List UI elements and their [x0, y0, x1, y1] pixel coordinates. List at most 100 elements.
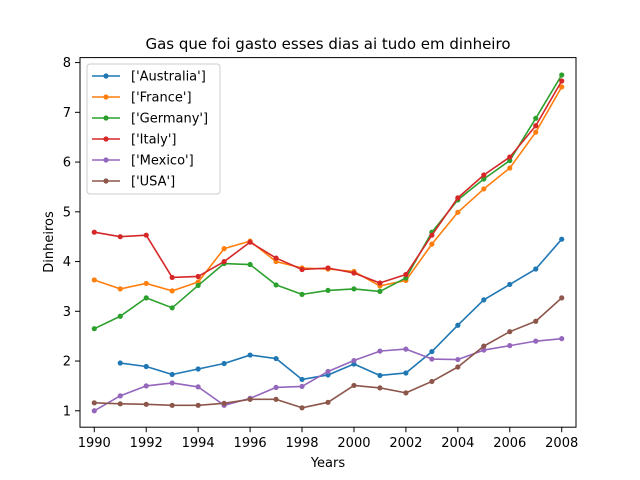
data-point: [429, 241, 435, 247]
data-point: [533, 115, 539, 121]
data-point: [455, 195, 461, 201]
legend: ['Australia'] ['France'] ['Germany'] ['Ital…: [86, 63, 221, 195]
x-tick-label: 1992: [130, 436, 163, 451]
data-point: [169, 274, 175, 281]
legend-marker: [103, 136, 109, 142]
data-point: [507, 343, 513, 349]
data-point: [247, 396, 253, 402]
chart-title: Gas que foi gasto esses dias ai tudo em …: [145, 35, 510, 53]
data-point: [455, 356, 461, 363]
data-point: [91, 326, 97, 332]
data-point: [429, 232, 435, 238]
legend-marker: [103, 94, 109, 100]
data-point: [273, 384, 279, 391]
data-point: [299, 266, 305, 273]
data-point: [195, 282, 201, 289]
legend-label: ['Italy']: [131, 133, 177, 148]
data-point: [507, 154, 513, 160]
data-point: [403, 370, 409, 376]
data-point: [481, 172, 487, 178]
data-point: [117, 313, 123, 319]
data-point: [559, 236, 565, 242]
data-point: [481, 347, 487, 353]
data-point: [377, 288, 383, 294]
data-point: [507, 165, 513, 171]
data-point: [325, 399, 331, 405]
data-point: [221, 400, 227, 406]
data-point: [481, 186, 487, 192]
data-point: [117, 360, 123, 366]
legend-label: ['Germany']: [131, 112, 208, 127]
y-tick-label: 6: [63, 156, 71, 171]
data-point: [559, 84, 565, 90]
data-point: [533, 338, 539, 344]
series-group: [117, 236, 565, 383]
series-group: [91, 72, 565, 332]
y-tick-label: 7: [63, 106, 71, 121]
data-point: [195, 273, 201, 280]
x-tick-label: 2004: [441, 436, 474, 451]
x-tick-label: 1990: [78, 436, 111, 451]
data-point: [169, 371, 175, 378]
data-point: [533, 318, 539, 324]
x-axis-title: Years: [310, 456, 346, 471]
data-point: [325, 368, 331, 375]
x-tick-label: 2000: [337, 436, 370, 451]
data-point: [195, 402, 201, 408]
series-line: [120, 238, 563, 381]
data-point: [325, 265, 331, 271]
series-group: [91, 78, 565, 286]
data-point: [299, 291, 305, 297]
data-point: [429, 378, 435, 385]
data-point: [221, 360, 227, 367]
data-point: [273, 255, 279, 261]
plot-frame: [79, 57, 577, 428]
data-point: [429, 348, 435, 355]
data-point: [403, 271, 409, 278]
y-tick-label: 8: [63, 56, 71, 71]
legend-marker: [103, 157, 109, 163]
data-point: [117, 286, 123, 292]
plot-lines: [91, 72, 565, 414]
data-point: [455, 209, 461, 215]
legend-marker: [103, 178, 109, 184]
data-point: [117, 234, 123, 240]
data-point: [559, 78, 565, 84]
data-point: [481, 343, 487, 349]
x-tick-label: 1996: [234, 436, 267, 451]
legend-label: ['France']: [131, 91, 192, 106]
axis-ticks: 1990 1992 1994 1996 1998 2000 2002 2004 2006 2008…: [63, 56, 579, 451]
data-point: [481, 176, 487, 182]
data-point: [299, 405, 305, 411]
data-point: [91, 400, 97, 406]
data-point: [559, 295, 565, 301]
data-point: [169, 305, 175, 311]
data-point: [533, 129, 539, 135]
x-tick-label: 2008: [545, 436, 578, 451]
data-point: [143, 295, 149, 301]
y-tick-label: 2: [63, 355, 71, 370]
series-line: [94, 297, 563, 409]
data-point: [351, 286, 357, 292]
data-point: [377, 280, 383, 286]
y-tick-label: 1: [63, 404, 71, 419]
data-point: [91, 229, 97, 235]
data-point: [273, 396, 279, 402]
data-point: [221, 246, 227, 252]
data-point: [143, 401, 149, 407]
data-point: [169, 288, 175, 294]
legend-label: ['USA']: [131, 175, 175, 190]
data-point: [143, 232, 149, 238]
legend-box: [86, 63, 221, 195]
y-tick-label: 5: [63, 205, 71, 220]
data-point: [195, 366, 201, 372]
data-point: [117, 393, 123, 399]
x-tick-label: 1994: [182, 436, 215, 451]
data-point: [507, 329, 513, 335]
data-point: [533, 266, 539, 272]
data-point: [143, 383, 149, 389]
data-point: [481, 297, 487, 303]
x-tick-label: 1998: [285, 436, 318, 451]
data-point: [559, 72, 565, 78]
